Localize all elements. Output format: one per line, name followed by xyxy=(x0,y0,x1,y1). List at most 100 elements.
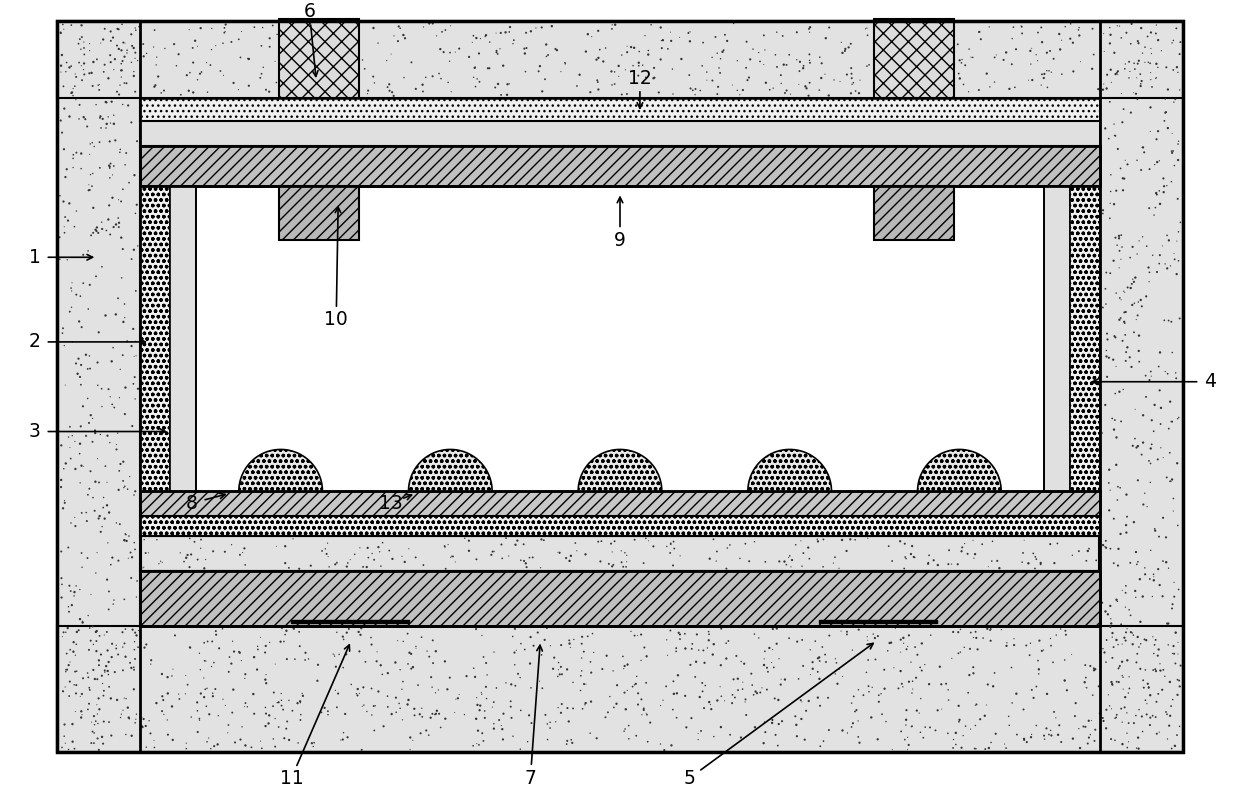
Point xyxy=(683,84,703,97)
Point xyxy=(1002,58,1022,70)
Point xyxy=(1112,669,1132,682)
Point xyxy=(1142,48,1162,60)
Point xyxy=(848,730,868,743)
Point xyxy=(350,645,370,657)
Point xyxy=(92,383,112,395)
Point xyxy=(117,535,136,547)
Point xyxy=(1166,93,1185,105)
Point xyxy=(191,22,211,35)
Point xyxy=(134,713,154,725)
Point xyxy=(288,697,308,710)
Point xyxy=(301,559,321,572)
Point xyxy=(621,40,641,53)
Point xyxy=(651,53,671,66)
Point xyxy=(557,552,577,565)
Point xyxy=(89,703,109,716)
Point xyxy=(1105,129,1125,142)
Point xyxy=(691,84,711,97)
Point xyxy=(575,678,595,691)
Point xyxy=(413,710,433,723)
Point xyxy=(831,625,851,638)
Point xyxy=(858,532,878,545)
Point xyxy=(856,22,875,35)
Point xyxy=(435,562,455,575)
Point xyxy=(928,558,947,571)
Point xyxy=(921,629,941,642)
Point xyxy=(136,720,156,733)
Point xyxy=(549,546,569,559)
Point xyxy=(1094,204,1114,216)
Point xyxy=(373,536,393,549)
Point xyxy=(1168,583,1188,596)
Point xyxy=(222,706,242,719)
Point xyxy=(661,35,681,48)
Point xyxy=(94,512,114,525)
Point xyxy=(79,681,99,694)
Point xyxy=(1079,731,1099,744)
Point xyxy=(92,215,112,228)
Point xyxy=(196,700,216,713)
Polygon shape xyxy=(239,449,322,491)
Point xyxy=(575,548,595,561)
Point xyxy=(66,357,86,370)
Point xyxy=(1111,229,1131,242)
Point xyxy=(733,676,753,688)
Point xyxy=(593,663,613,676)
Point xyxy=(668,626,688,639)
Point xyxy=(89,326,109,339)
Point xyxy=(123,322,143,335)
Point xyxy=(928,704,947,717)
Point xyxy=(1123,440,1143,452)
Point xyxy=(1163,647,1183,660)
Point xyxy=(113,348,133,361)
Point xyxy=(541,716,560,729)
Point xyxy=(60,441,79,454)
Point xyxy=(334,661,353,674)
Point xyxy=(1101,185,1121,198)
Point xyxy=(968,25,988,38)
Point xyxy=(1143,630,1163,643)
Point xyxy=(572,664,591,677)
Point xyxy=(951,741,971,754)
Point xyxy=(511,554,531,566)
Point xyxy=(304,737,324,749)
Point xyxy=(64,679,84,691)
Point xyxy=(74,48,94,61)
Point xyxy=(666,645,686,657)
Point xyxy=(1120,604,1140,616)
Point xyxy=(930,21,950,34)
Point xyxy=(1153,172,1173,185)
Point xyxy=(756,77,776,89)
Point xyxy=(895,733,915,746)
Point xyxy=(52,48,72,61)
Point xyxy=(911,664,931,677)
Point xyxy=(717,562,737,575)
Point xyxy=(901,548,921,561)
Point xyxy=(157,729,177,741)
Point xyxy=(544,651,564,664)
Point xyxy=(253,61,273,74)
Point xyxy=(146,51,166,63)
Point xyxy=(1027,553,1047,565)
Point xyxy=(869,695,889,708)
Point xyxy=(87,699,107,711)
Point xyxy=(1133,681,1153,694)
Point xyxy=(250,71,270,84)
Point xyxy=(999,719,1019,732)
Point xyxy=(1040,538,1060,550)
Point xyxy=(1114,285,1133,298)
Point xyxy=(399,543,419,555)
Point xyxy=(72,19,92,32)
Point xyxy=(967,643,987,656)
Point xyxy=(86,98,105,111)
Point xyxy=(711,659,730,672)
Point xyxy=(532,533,552,546)
Point xyxy=(425,687,445,699)
Point xyxy=(141,658,161,671)
Point xyxy=(1122,360,1142,373)
Point xyxy=(965,742,985,755)
Point xyxy=(100,558,120,571)
Point xyxy=(946,738,966,751)
Point xyxy=(99,656,119,668)
Point xyxy=(174,555,193,568)
